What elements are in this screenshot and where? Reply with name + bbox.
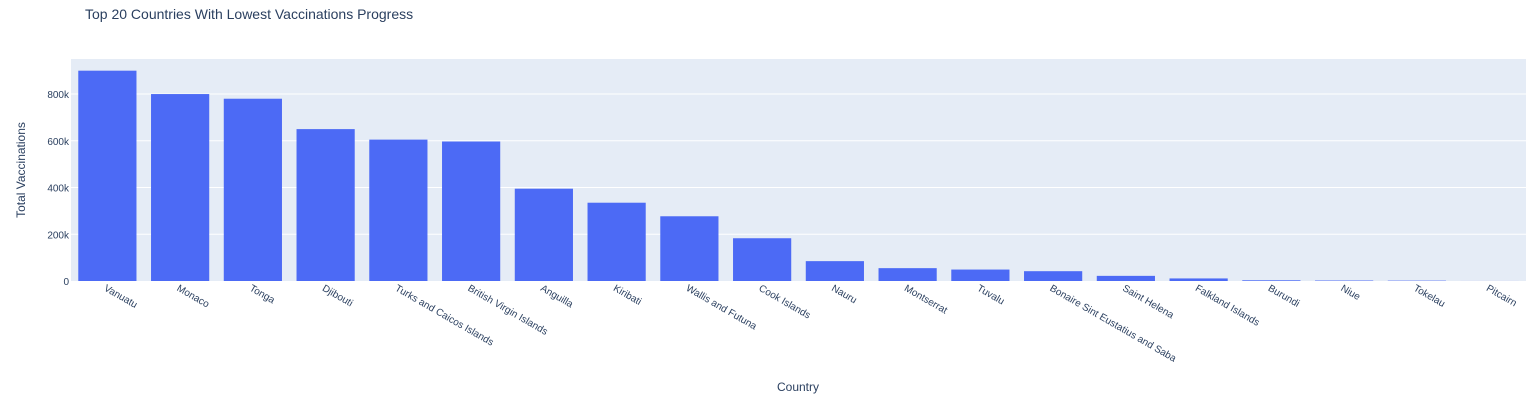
y-tick-label: 600k — [47, 137, 70, 148]
x-tick-label: Wallis and Futuna — [684, 283, 759, 333]
y-axis-title: Total Vaccinations — [14, 122, 28, 218]
x-axis-title: Country — [777, 380, 819, 394]
x-tick-label: Montserrat — [902, 283, 949, 317]
bar[interactable] — [1242, 280, 1301, 281]
bar[interactable] — [514, 188, 573, 281]
bar[interactable] — [369, 139, 428, 281]
bar[interactable] — [78, 70, 137, 282]
y-tick-label: 0 — [63, 277, 69, 288]
bar[interactable] — [660, 216, 719, 281]
x-tick-label: Cook Islands — [757, 283, 813, 321]
x-tick-label: Anguilla — [538, 283, 575, 311]
bar[interactable] — [805, 261, 864, 281]
bar[interactable] — [951, 269, 1010, 281]
x-tick-label: Pitcairn — [1484, 283, 1518, 309]
x-tick-label: Tuvalu — [975, 283, 1006, 307]
x-tick-label: Tokelau — [1411, 283, 1446, 310]
bar[interactable] — [223, 98, 282, 281]
x-tick-label: Tonga — [247, 283, 276, 306]
x-tick-label: Djibouti — [320, 283, 354, 309]
x-tick-label: Bonaire Sint Eustatius and Saba — [1048, 283, 1179, 365]
x-axis-ticks: Vanuatu Monaco Tonga Djibouti Turks and Caic… — [102, 283, 1519, 365]
bar[interactable] — [1024, 271, 1083, 281]
y-axis-ticks: 0 200k 400k 600k 800k — [47, 90, 70, 288]
x-tick-label: Monaco — [175, 283, 212, 311]
x-tick-label: Falkland Islands — [1193, 283, 1261, 329]
x-tick-label: Vanuatu — [102, 283, 139, 311]
x-tick-label: Saint Helena — [1120, 283, 1175, 321]
x-tick-label: Niue — [1339, 283, 1363, 303]
x-tick-label: Nauru — [829, 283, 858, 306]
bar[interactable] — [151, 94, 210, 281]
bar[interactable] — [587, 202, 646, 281]
plot-background — [71, 59, 1526, 281]
bar[interactable] — [733, 238, 792, 281]
chart-title: Top 20 Countries With Lowest Vaccination… — [85, 6, 414, 22]
bar[interactable] — [878, 268, 937, 281]
y-tick-label: 800k — [47, 90, 70, 101]
y-tick-label: 400k — [47, 184, 70, 195]
bars — [78, 70, 1519, 282]
bar[interactable] — [1096, 275, 1155, 281]
bar[interactable] — [1169, 278, 1228, 281]
bar[interactable] — [296, 129, 355, 281]
bar[interactable] — [442, 141, 501, 281]
x-tick-label: Burundi — [1266, 283, 1301, 310]
x-tick-label: Kiribati — [611, 283, 643, 308]
y-tick-label: 200k — [47, 230, 70, 241]
